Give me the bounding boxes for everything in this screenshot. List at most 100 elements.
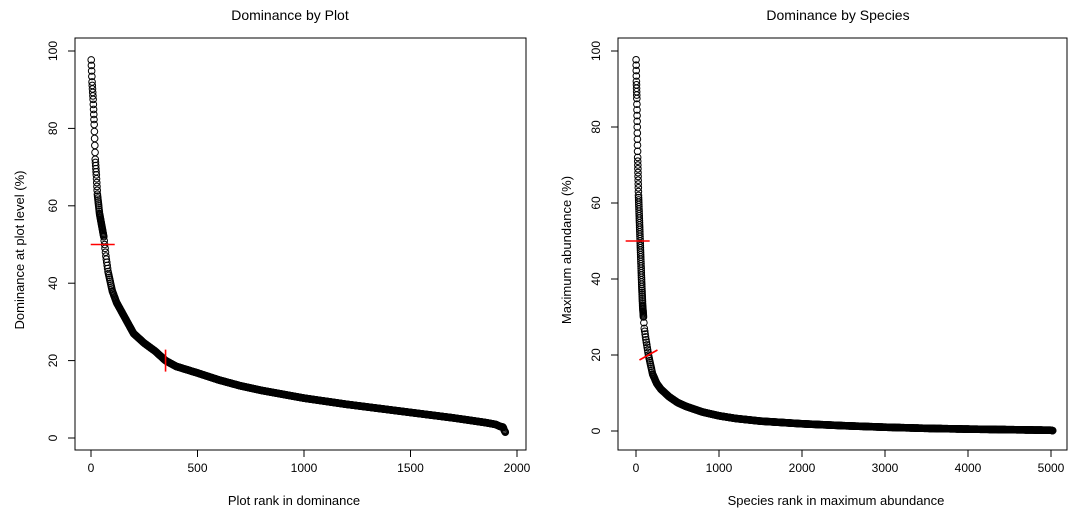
y-tick-label: 40: [46, 276, 60, 290]
data-point: [633, 147, 642, 156]
data-point: [633, 135, 642, 143]
x-tick-label: 1500: [397, 461, 424, 475]
data-point: [93, 182, 101, 191]
threshold-marker: [639, 349, 658, 361]
data-point: [99, 232, 108, 241]
y-tick-label: 20: [589, 348, 603, 362]
data-point: [92, 174, 101, 183]
y-tick-label: 80: [589, 120, 603, 134]
data-point: [633, 111, 641, 120]
data-points: [87, 56, 510, 436]
chart-panel-plot: Dominance by Plot Plot rank in dominance…: [12, 7, 531, 508]
data-point: [633, 100, 641, 108]
x-axis-label: Plot rank in dominance: [228, 493, 360, 508]
data-points: [632, 55, 1057, 435]
data-point: [632, 72, 641, 80]
data-point: [643, 343, 652, 352]
axis-ticks: 0 500 1000 1500 2000 0 20 40 60 80 100: [46, 41, 531, 475]
data-point: [640, 327, 649, 336]
data-point: [89, 100, 98, 109]
x-tick-label: 0: [88, 461, 95, 475]
data-point: [90, 134, 99, 143]
x-tick-label: 1000: [706, 461, 733, 475]
data-point: [501, 428, 510, 436]
x-tick-label: 1000: [291, 461, 318, 475]
data-point: [637, 280, 646, 289]
data-point: [634, 187, 643, 196]
x-axis-label: Species rank in maximum abundance: [728, 493, 945, 508]
x-tick-label: 500: [187, 461, 207, 475]
data-point: [640, 324, 649, 333]
data-point: [1048, 426, 1057, 435]
data-point: [89, 95, 97, 104]
data-point: [634, 172, 642, 181]
y-tick-label: 100: [589, 41, 603, 61]
data-point: [643, 346, 652, 354]
data-point: [633, 94, 641, 103]
y-tick-label: 60: [589, 196, 603, 210]
data-point: [87, 56, 96, 64]
data-point: [90, 120, 98, 129]
x-tick-label: 2000: [789, 461, 816, 475]
y-tick-label: 80: [46, 121, 60, 135]
data-point: [92, 178, 101, 187]
plot-frame: [74, 37, 527, 451]
data-point: [642, 338, 651, 347]
data-point: [634, 180, 643, 188]
y-axis-label: Dominance at plot level (%): [12, 171, 27, 330]
y-tick-label: 100: [46, 41, 60, 61]
data-point: [634, 184, 643, 192]
data-point: [632, 91, 641, 99]
data-point: [642, 341, 651, 349]
data-point: [634, 168, 642, 177]
data-point: [633, 141, 642, 150]
data-point: [642, 336, 650, 344]
plot-frame: [617, 37, 1068, 451]
data-point: [641, 330, 649, 338]
data-point: [632, 61, 640, 69]
x-tick-label: 2000: [504, 461, 531, 475]
data-point: [634, 176, 642, 184]
data-point: [632, 66, 641, 75]
x-tick-label: 3000: [872, 461, 899, 475]
y-tick-label: 60: [46, 199, 60, 213]
chart-panel-species: Dominance by Species Species rank in max…: [559, 7, 1068, 508]
data-point: [90, 127, 99, 136]
y-tick-label: 20: [46, 354, 60, 368]
data-point: [103, 264, 112, 273]
data-point: [632, 55, 640, 64]
data-point: [87, 61, 96, 70]
data-point: [633, 123, 642, 131]
y-tick-label: 40: [589, 272, 603, 286]
x-tick-label: 4000: [955, 461, 982, 475]
data-point: [633, 129, 642, 137]
y-tick-label: 0: [46, 434, 60, 441]
data-point: [90, 115, 98, 124]
data-point: [641, 333, 650, 341]
threshold-markers: [625, 240, 658, 361]
data-point: [639, 313, 648, 321]
data-point: [640, 318, 648, 327]
data-point: [89, 92, 97, 100]
y-tick-label: 0: [589, 427, 603, 434]
data-point: [92, 171, 101, 179]
data-point: [633, 153, 642, 162]
data-point: [91, 148, 99, 157]
data-point: [89, 105, 98, 114]
data-point: [633, 106, 641, 114]
chart-title: Dominance by Plot: [231, 7, 349, 23]
data-point: [93, 186, 101, 195]
data-point: [634, 165, 642, 173]
x-tick-label: 0: [633, 461, 640, 475]
data-point: [634, 161, 642, 169]
x-tick-label: 5000: [1038, 461, 1065, 475]
chart-title: Dominance by Species: [766, 7, 909, 23]
threshold-markers: [90, 243, 167, 372]
data-point: [91, 141, 99, 150]
data-point: [633, 157, 642, 165]
y-axis-label: Maximum abundance (%): [559, 176, 574, 324]
data-point: [633, 117, 641, 126]
axis-ticks: 0 1000 2000 3000 4000 5000 0 20 40 60 80 100: [589, 41, 1065, 475]
